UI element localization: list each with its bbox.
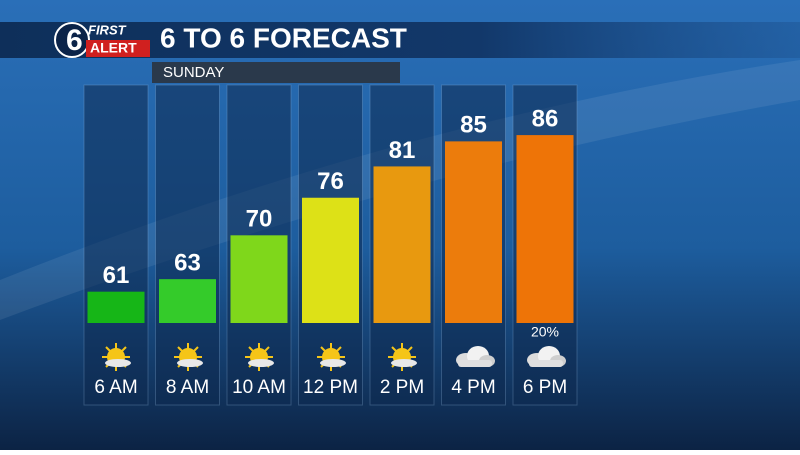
value-label: 85 (460, 112, 487, 139)
precip-label: 20% (531, 324, 559, 340)
bar (230, 235, 288, 323)
value-label: 61 (103, 262, 130, 289)
x-tick-label: 12 PM (303, 377, 358, 398)
bar (445, 141, 502, 323)
value-label: 81 (389, 137, 416, 164)
value-label: 70 (246, 206, 273, 233)
x-tick-label: 4 PM (451, 377, 495, 398)
value-label: 76 (317, 168, 344, 195)
chart-subtitle: SUNDAY (163, 64, 224, 81)
logo-top: FIRST (88, 22, 127, 37)
value-label: 86 (532, 105, 559, 132)
subtitle-band (152, 62, 400, 83)
x-tick-label: 10 AM (232, 377, 286, 398)
x-tick-label: 2 PM (380, 377, 424, 398)
bar (87, 291, 145, 323)
value-label: 63 (174, 250, 201, 277)
logo-alert-box (86, 40, 150, 57)
logo-number: 6 (66, 24, 83, 57)
x-tick-label: 8 AM (166, 377, 209, 398)
bar (516, 135, 574, 323)
chart-title: 6 TO 6 FORECAST (160, 22, 407, 53)
x-tick-label: 6 AM (94, 377, 137, 398)
x-tick-label: 6 PM (523, 377, 567, 398)
bar (159, 279, 216, 323)
bar (302, 197, 359, 323)
logo-bottom: ALERT (90, 40, 137, 56)
bar (373, 166, 431, 323)
